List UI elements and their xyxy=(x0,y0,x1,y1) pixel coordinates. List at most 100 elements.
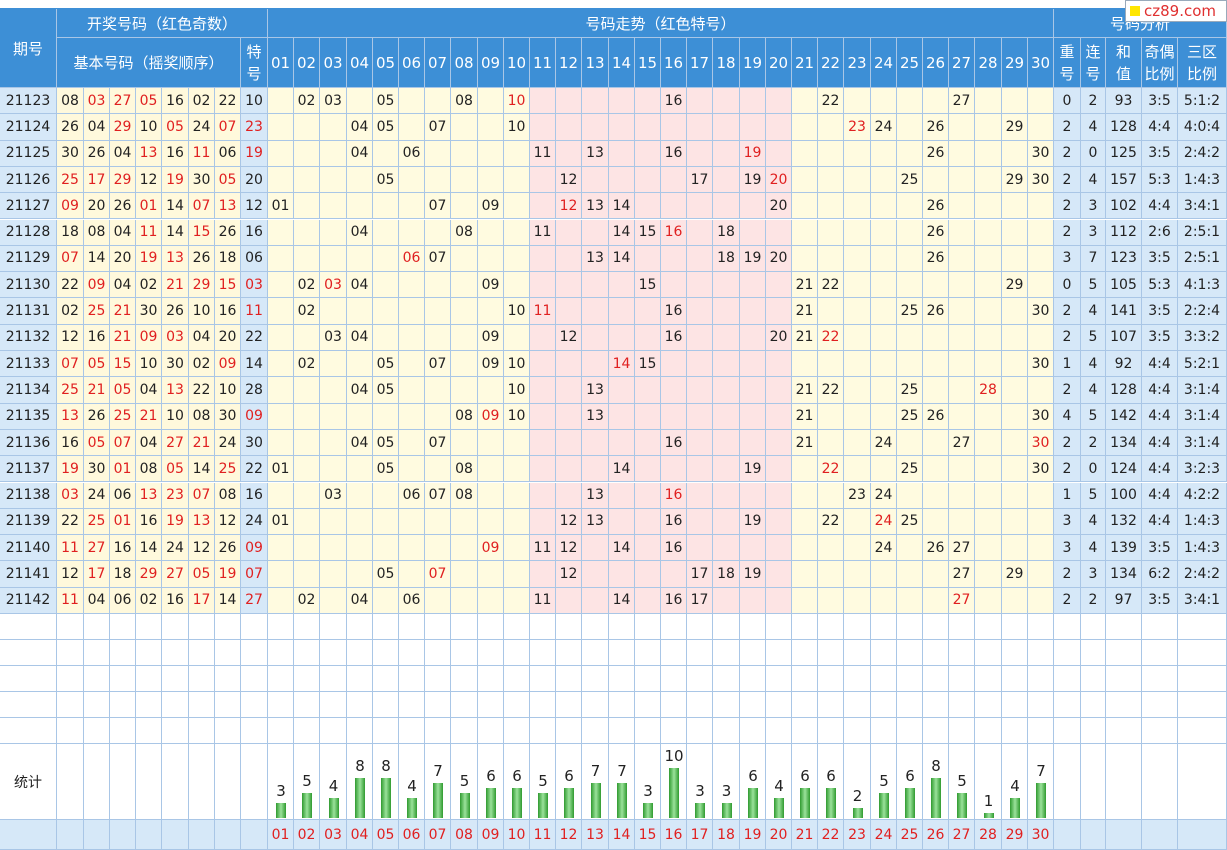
stats-cell xyxy=(1054,744,1081,820)
empty-cell xyxy=(347,614,373,640)
count-bar xyxy=(538,793,548,818)
trend-cell xyxy=(844,166,871,194)
trend-cell xyxy=(635,508,661,536)
trend-cell xyxy=(399,193,425,220)
trend-cell xyxy=(897,219,923,246)
trend-cell xyxy=(792,456,818,483)
count-bar xyxy=(983,813,994,818)
header-number: 23 xyxy=(844,38,871,88)
empty-cell xyxy=(425,692,451,718)
basic-number: 01 xyxy=(110,508,136,536)
trend-cell xyxy=(687,535,713,562)
trend-cell xyxy=(975,140,1002,167)
trend-cell xyxy=(582,587,609,614)
empty-cell xyxy=(110,614,136,640)
trend-cell xyxy=(294,456,320,483)
trend-cell xyxy=(687,219,713,246)
trend-cell xyxy=(556,456,582,483)
trend-cell: 13 xyxy=(582,377,609,404)
trend-cell xyxy=(399,561,425,588)
site-logo[interactable]: cz89.com xyxy=(1125,0,1227,22)
trend-cell: 09 xyxy=(478,535,504,562)
analysis-cell: 4 xyxy=(1081,377,1106,404)
empty-cell xyxy=(136,666,162,692)
empty-cell xyxy=(1002,614,1028,640)
empty-cell xyxy=(347,640,373,666)
trend-cell xyxy=(818,219,844,246)
trend-cell xyxy=(713,482,740,509)
trend-cell xyxy=(268,587,294,614)
empty-cell xyxy=(1178,640,1227,666)
basic-number: 19 xyxy=(215,561,241,588)
basic-number: 08 xyxy=(189,403,215,430)
top-strip xyxy=(0,0,1227,9)
empty-cell xyxy=(215,666,241,692)
header-number: 15 xyxy=(635,38,661,88)
trend-cell xyxy=(766,219,792,246)
stats-cell xyxy=(241,744,268,820)
trend-cell: 30 xyxy=(1028,140,1054,167)
empty-cell xyxy=(1142,718,1178,744)
empty-cell xyxy=(923,640,949,666)
trend-cell xyxy=(975,351,1002,378)
trend-cell: 08 xyxy=(451,88,478,115)
trend-cell xyxy=(792,166,818,194)
trend-cell: 23 xyxy=(844,482,871,509)
trend-cell xyxy=(740,351,766,378)
trend-cell xyxy=(1028,219,1054,246)
empty-cell xyxy=(84,692,110,718)
trend-cell xyxy=(818,298,844,325)
trend-cell: 22 xyxy=(818,272,844,299)
empty-cell xyxy=(1002,666,1028,692)
trend-cell xyxy=(792,351,818,378)
trend-cell: 13 xyxy=(582,245,609,273)
trend-cell xyxy=(740,429,766,457)
trend-cell xyxy=(1028,88,1054,115)
trend-cell: 15 xyxy=(635,351,661,378)
footer-number: 01 xyxy=(268,820,294,850)
trend-cell xyxy=(556,140,582,167)
analysis-cell: 100 xyxy=(1106,482,1142,509)
empty-cell xyxy=(215,640,241,666)
analysis-cell: 2 xyxy=(1054,429,1081,457)
empty-cell xyxy=(268,692,294,718)
basic-number: 14 xyxy=(136,535,162,562)
trend-cell xyxy=(1002,587,1028,614)
trend-cell: 09 xyxy=(478,193,504,220)
trend-cell xyxy=(268,429,294,457)
basic-number: 16 xyxy=(162,587,189,614)
trend-cell: 18 xyxy=(713,561,740,588)
empty-cell xyxy=(399,614,425,640)
trend-cell xyxy=(530,324,556,351)
trend-cell xyxy=(635,456,661,483)
trend-cell xyxy=(425,272,451,299)
special-number: 06 xyxy=(241,245,268,273)
basic-number: 06 xyxy=(215,140,241,167)
empty-cell xyxy=(0,666,57,692)
empty-cell xyxy=(1081,666,1106,692)
empty-cell xyxy=(110,666,136,692)
footer-number: 13 xyxy=(582,820,609,850)
analysis-cell: 2 xyxy=(1054,377,1081,404)
empty-cell xyxy=(582,692,609,718)
analysis-cell: 102 xyxy=(1106,193,1142,220)
trend-cell: 03 xyxy=(320,324,347,351)
empty-cell xyxy=(792,640,818,666)
empty-cell xyxy=(1002,640,1028,666)
trend-cell: 01 xyxy=(268,508,294,536)
analysis-cell: 3:1:4 xyxy=(1178,429,1227,457)
footer-number: 11 xyxy=(530,820,556,850)
trend-cell xyxy=(268,88,294,115)
trend-cell xyxy=(478,429,504,457)
trend-cell: 14 xyxy=(609,535,635,562)
trend-cell: 24 xyxy=(871,508,897,536)
footer-number: 03 xyxy=(320,820,347,850)
trend-cell: 05 xyxy=(373,456,399,483)
trend-cell xyxy=(792,193,818,220)
basic-number: 11 xyxy=(189,140,215,167)
trend-cell xyxy=(740,403,766,430)
trend-cell xyxy=(687,140,713,167)
empty-cell xyxy=(425,614,451,640)
header-analysis-char: 三区 xyxy=(1186,42,1217,61)
empty-cell xyxy=(451,640,478,666)
